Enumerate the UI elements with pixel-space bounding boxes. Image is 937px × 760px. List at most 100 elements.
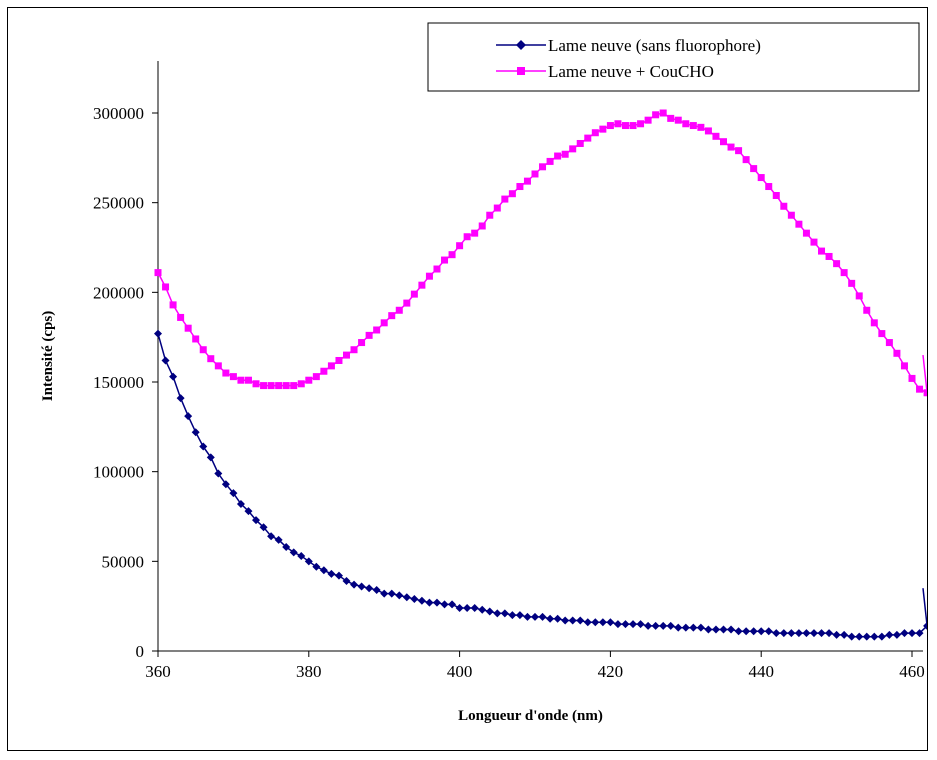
data-point bbox=[787, 629, 796, 638]
data-point bbox=[546, 614, 555, 623]
data-point bbox=[606, 122, 614, 130]
data-point bbox=[395, 306, 403, 314]
series-line bbox=[157, 112, 927, 394]
data-point bbox=[327, 362, 335, 370]
data-point bbox=[471, 229, 479, 237]
data-point bbox=[681, 623, 690, 632]
data-point bbox=[637, 120, 645, 128]
chart: 0 50000 100000 150000 200000 250000 300000 360 3… bbox=[40, 22, 927, 724]
data-point bbox=[206, 453, 215, 462]
data-point bbox=[456, 242, 464, 250]
data-point bbox=[584, 134, 592, 142]
x-tick-label: 400 bbox=[447, 662, 473, 681]
data-point bbox=[546, 157, 554, 165]
data-point bbox=[259, 523, 268, 532]
data-point bbox=[418, 281, 426, 289]
data-point bbox=[644, 116, 652, 124]
data-point bbox=[847, 632, 856, 641]
data-point bbox=[576, 139, 584, 147]
data-point bbox=[319, 566, 328, 575]
x-axis-label: Longueur d'onde (nm) bbox=[458, 708, 603, 724]
data-point bbox=[734, 627, 743, 636]
x-tick-label: 360 bbox=[145, 662, 171, 681]
y-tick-label: 0 bbox=[136, 642, 145, 661]
data-point bbox=[244, 507, 253, 516]
data-point bbox=[448, 600, 457, 609]
data-point bbox=[825, 629, 834, 638]
data-point bbox=[516, 183, 524, 191]
data-point bbox=[749, 627, 758, 636]
data-point bbox=[621, 620, 630, 629]
data-point bbox=[410, 594, 419, 603]
data-point bbox=[508, 190, 516, 198]
data-point bbox=[493, 609, 502, 618]
data-point bbox=[244, 376, 252, 384]
data-point bbox=[350, 346, 358, 354]
data-point bbox=[312, 373, 320, 381]
legend-marker bbox=[516, 40, 526, 50]
data-point bbox=[855, 292, 863, 300]
data-point bbox=[772, 629, 781, 638]
data-point bbox=[727, 143, 735, 151]
data-point bbox=[184, 412, 193, 421]
data-point bbox=[554, 152, 562, 160]
data-point bbox=[855, 632, 864, 641]
data-point bbox=[327, 569, 336, 578]
data-point bbox=[478, 222, 486, 230]
data-point bbox=[870, 632, 879, 641]
data-point bbox=[486, 211, 494, 219]
data-point bbox=[169, 372, 178, 381]
data-point bbox=[508, 611, 517, 620]
data-point bbox=[267, 532, 276, 541]
data-point bbox=[621, 122, 629, 130]
data-point bbox=[614, 120, 622, 128]
data-point bbox=[373, 326, 381, 334]
data-point bbox=[802, 629, 811, 638]
data-point bbox=[538, 612, 547, 621]
data-point bbox=[908, 374, 916, 382]
data-point bbox=[470, 603, 479, 612]
data-point bbox=[500, 609, 509, 618]
series-layer bbox=[154, 109, 927, 641]
data-point bbox=[320, 367, 328, 375]
data-point bbox=[290, 382, 298, 390]
data-point bbox=[154, 329, 162, 338]
data-point bbox=[629, 122, 637, 130]
data-point bbox=[191, 428, 200, 437]
data-point bbox=[274, 535, 283, 544]
data-point bbox=[779, 629, 788, 638]
data-point bbox=[365, 331, 373, 339]
series-line bbox=[157, 333, 927, 638]
data-point bbox=[237, 376, 245, 384]
series-2 bbox=[154, 109, 927, 397]
data-point bbox=[493, 204, 501, 212]
data-point bbox=[207, 355, 215, 363]
data-point bbox=[154, 269, 162, 277]
x-tick-label: 420 bbox=[598, 662, 624, 681]
data-point bbox=[629, 620, 638, 629]
data-point bbox=[689, 122, 697, 130]
y-tick-label: 150000 bbox=[93, 373, 144, 392]
data-point bbox=[735, 147, 743, 155]
data-point bbox=[742, 156, 750, 164]
data-point bbox=[403, 299, 411, 307]
data-point bbox=[659, 621, 668, 630]
data-point bbox=[539, 163, 547, 171]
data-point bbox=[177, 313, 185, 321]
data-point bbox=[794, 629, 803, 638]
data-point bbox=[432, 598, 441, 607]
data-point bbox=[312, 562, 321, 571]
series-1 bbox=[154, 329, 927, 641]
x-tick-label: 440 bbox=[748, 662, 774, 681]
y-tick-label: 250000 bbox=[93, 194, 144, 213]
data-point bbox=[440, 600, 449, 609]
data-point bbox=[832, 630, 841, 639]
data-point bbox=[833, 260, 841, 268]
data-point bbox=[199, 442, 208, 451]
data-point bbox=[289, 548, 298, 557]
data-point bbox=[282, 542, 291, 551]
data-point bbox=[343, 351, 350, 359]
y-tick-label: 100000 bbox=[93, 463, 144, 482]
data-point bbox=[380, 589, 389, 598]
data-point bbox=[433, 265, 441, 273]
